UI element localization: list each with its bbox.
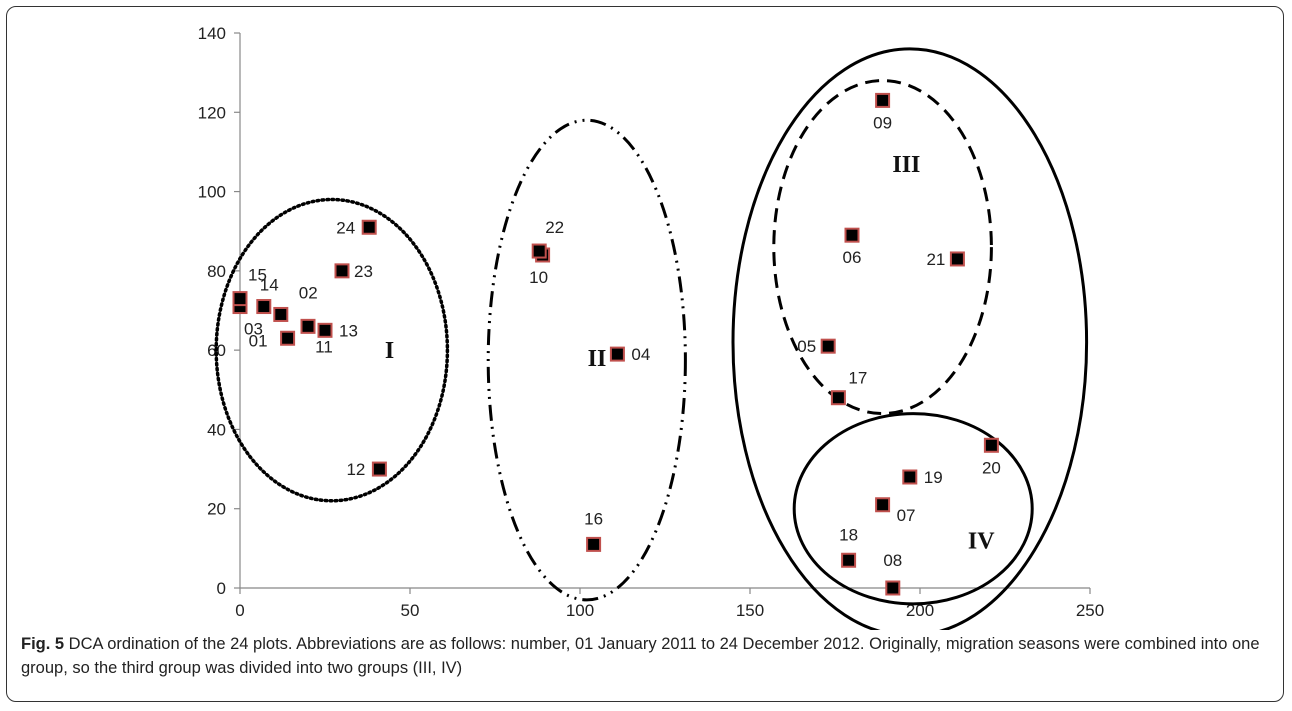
figure-caption: Fig. 5 DCA ordination of the 24 plots. A… xyxy=(21,632,1271,680)
y-tick-label: 20 xyxy=(207,500,226,519)
point-label-01: 01 xyxy=(249,331,268,350)
point-label-13: 13 xyxy=(339,321,358,340)
point-label-09: 09 xyxy=(873,113,892,132)
point-label-10: 10 xyxy=(529,268,548,287)
data-point-22 xyxy=(531,243,547,259)
data-point-06 xyxy=(844,227,860,243)
point-label-06: 06 xyxy=(843,248,862,267)
point-label-22: 22 xyxy=(545,218,564,237)
data-point-01 xyxy=(280,330,296,346)
group-ellipse-iii xyxy=(772,79,993,416)
figure-frame xyxy=(6,6,1284,702)
x-tick-label: 0 xyxy=(235,601,244,620)
data-point-19 xyxy=(902,469,918,485)
y-tick-label: 40 xyxy=(207,420,226,439)
data-point-11 xyxy=(300,318,316,334)
data-point-09 xyxy=(875,92,891,108)
point-label-08: 08 xyxy=(883,551,902,570)
group-ellipse-iv xyxy=(792,412,1034,606)
data-point-14 xyxy=(256,299,272,315)
y-tick-label: 80 xyxy=(207,262,226,281)
data-point-23 xyxy=(334,263,350,279)
x-tick-label: 100 xyxy=(566,601,594,620)
point-label-15: 15 xyxy=(248,266,267,285)
y-tick-label: 0 xyxy=(217,579,226,598)
data-point-17 xyxy=(830,390,846,406)
group-ellipses xyxy=(214,47,1089,630)
data-point-05 xyxy=(820,338,836,354)
data-points xyxy=(232,92,999,596)
data-point-02 xyxy=(273,306,289,322)
data-point-15 xyxy=(232,291,248,307)
point-label-03: 03 xyxy=(244,320,263,339)
point-label-24: 24 xyxy=(336,218,355,237)
group-label-i: I xyxy=(385,338,394,364)
point-label-02: 02 xyxy=(299,283,318,302)
group-label-ii: II xyxy=(588,346,607,372)
group-label-iii: III xyxy=(892,152,920,178)
data-point-24 xyxy=(361,219,377,235)
data-point-08 xyxy=(885,580,901,596)
x-tick-label: 200 xyxy=(906,601,934,620)
data-point-07 xyxy=(875,497,891,513)
data-point-04 xyxy=(609,346,625,362)
point-label-11: 11 xyxy=(315,337,333,356)
chart-axes xyxy=(234,32,1091,594)
point-label-17: 17 xyxy=(848,369,867,388)
y-tick-label: 140 xyxy=(198,24,226,43)
point-label-07: 07 xyxy=(897,506,916,525)
point-label-23: 23 xyxy=(354,262,373,281)
data-point-21 xyxy=(949,251,965,267)
data-point-16 xyxy=(586,536,602,552)
point-label-14: 14 xyxy=(260,276,279,295)
y-tick-label: 100 xyxy=(198,183,226,202)
group-ellipse-outer xyxy=(731,47,1089,630)
point-label-20: 20 xyxy=(982,458,1001,477)
y-tick-label: 120 xyxy=(198,103,226,122)
data-point-13 xyxy=(317,322,333,338)
data-point-18 xyxy=(841,552,857,568)
group-ellipse-i xyxy=(214,197,450,503)
point-label-05: 05 xyxy=(797,337,816,356)
point-label-19: 19 xyxy=(924,468,943,487)
x-tick-label: 50 xyxy=(401,601,420,620)
point-label-18: 18 xyxy=(839,525,858,544)
point-label-04: 04 xyxy=(631,345,650,364)
group-ellipse-ii xyxy=(486,118,687,602)
caption-text: DCA ordination of the 24 plots. Abbrevia… xyxy=(21,635,1260,677)
point-label-21: 21 xyxy=(926,250,945,269)
point-label-16: 16 xyxy=(584,509,603,528)
data-point-12 xyxy=(371,461,387,477)
x-tick-label: 150 xyxy=(736,601,764,620)
point-label-12: 12 xyxy=(346,460,365,479)
data-point-20 xyxy=(983,437,999,453)
group-label-iv: IV xyxy=(968,528,995,554)
figure-label: Fig. 5 xyxy=(21,635,65,653)
x-tick-label: 250 xyxy=(1076,601,1104,620)
